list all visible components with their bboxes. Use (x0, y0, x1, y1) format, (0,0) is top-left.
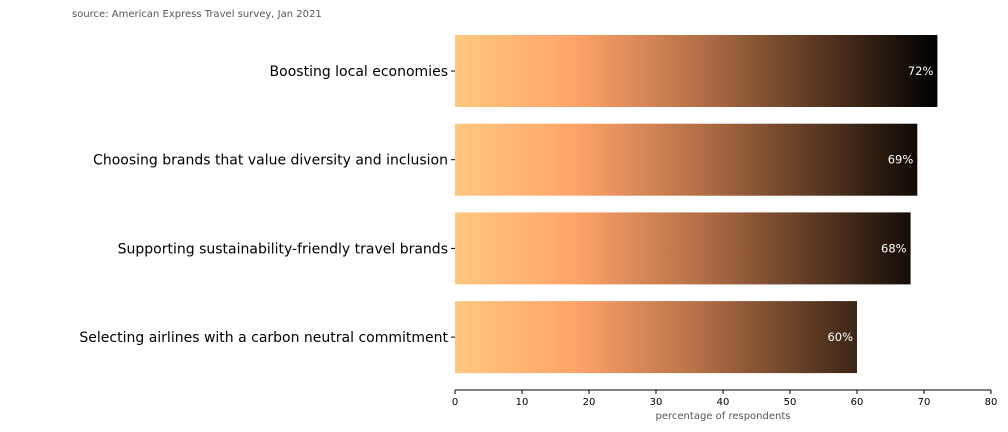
x-axis: percentage of respondents 0 10 20 30 40 50 60 7… (452, 389, 998, 422)
bars-layer (455, 35, 938, 374)
bar (455, 212, 911, 285)
bar (455, 301, 857, 374)
value-label: 69% (888, 153, 914, 167)
value-labels-layer: 72% 69% 68% 60% (827, 64, 933, 344)
x-tick-label: 80 (985, 397, 998, 408)
x-tick-label: 40 (717, 397, 730, 408)
category-label: Boosting local economies (270, 64, 448, 80)
source-note: source: American Express Travel survey, … (72, 9, 322, 20)
x-tick-label: 30 (650, 397, 663, 408)
x-tick-label: 60 (851, 397, 864, 408)
x-tick-label: 20 (583, 397, 596, 408)
category-labels-layer: Boosting local economies Choosing brands … (79, 64, 455, 346)
x-tick-label: 70 (918, 397, 931, 408)
bar (455, 123, 918, 196)
x-tick-label: 10 (516, 397, 529, 408)
x-tick-label: 50 (784, 397, 797, 408)
category-label: Selecting airlines with a carbon neutral… (79, 330, 448, 346)
bar (455, 35, 938, 107)
category-label: Choosing brands that value diversity and… (93, 153, 448, 169)
x-axis-title: percentage of respondents (656, 411, 791, 422)
value-label: 72% (908, 64, 934, 78)
category-label: Supporting sustainability-friendly trave… (118, 241, 448, 257)
x-tick-label: 0 (452, 397, 458, 408)
value-label: 68% (881, 241, 907, 255)
value-label: 60% (827, 330, 853, 344)
